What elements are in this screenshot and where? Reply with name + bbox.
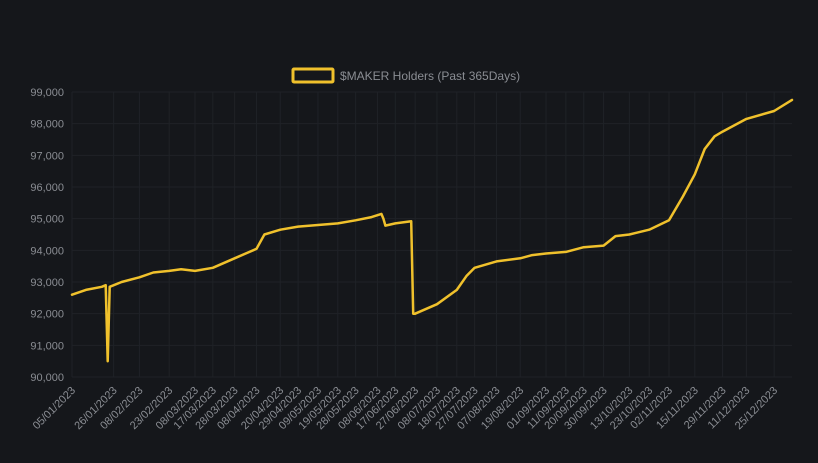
y-axis: 90,000 91,000 92,000 93,000 94,000 95,000 96,0…: [30, 87, 64, 384]
y-tick-label: 95,000: [30, 214, 64, 226]
y-tick-label: 99,000: [30, 87, 64, 99]
y-tick-label: 91,000: [30, 340, 64, 352]
y-tick-label: 97,000: [30, 150, 64, 162]
series-line: [70, 98, 794, 363]
y-tick-label: 94,000: [30, 245, 64, 257]
y-tick-label: 93,000: [30, 277, 64, 289]
legend-swatch[interactable]: [291, 67, 335, 84]
legend-label[interactable]: $MAKER Holders (Past 365Days): [340, 69, 520, 83]
y-tick-label: 90,000: [30, 372, 64, 384]
y-tick-label: 92,000: [30, 309, 64, 321]
x-axis: 05/01/202326/01/202308/02/202323/02/2023…: [31, 385, 781, 432]
x-tick-label: 05/01/2023: [31, 385, 78, 432]
legend[interactable]: $MAKER Holders (Past 365Days): [291, 67, 520, 84]
y-tick-label: 96,000: [30, 182, 64, 194]
y-tick-label: 98,000: [30, 119, 64, 131]
series-layer: [70, 98, 794, 363]
grid: [71, 91, 792, 378]
